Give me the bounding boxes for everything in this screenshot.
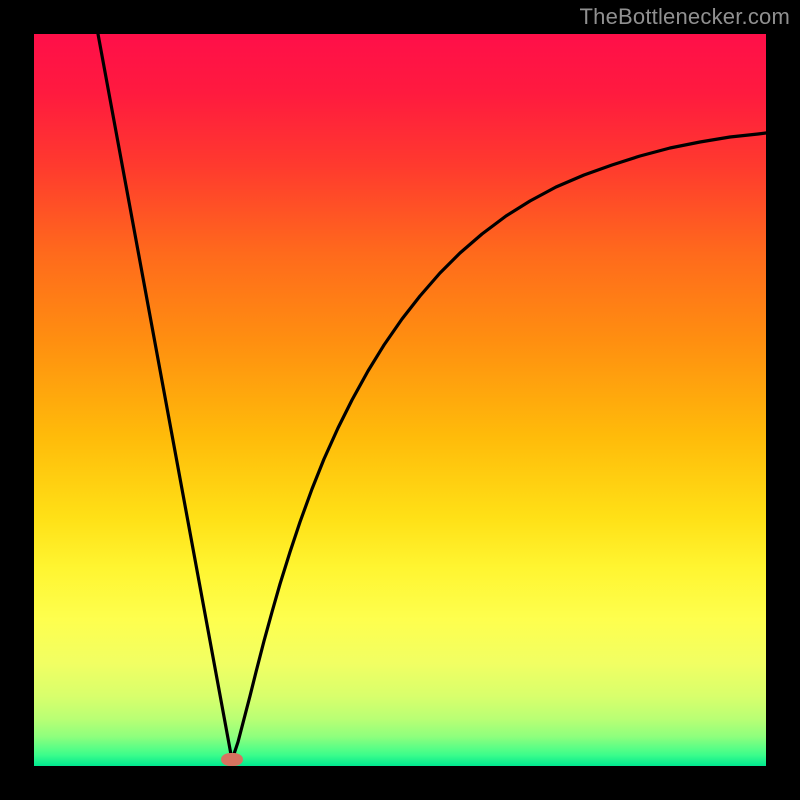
watermark-text: TheBottlenecker.com: [580, 4, 790, 30]
curve-path: [98, 34, 766, 760]
optimum-marker: [221, 753, 243, 766]
bottleneck-curve: [34, 34, 766, 766]
plot-area: [34, 34, 766, 766]
